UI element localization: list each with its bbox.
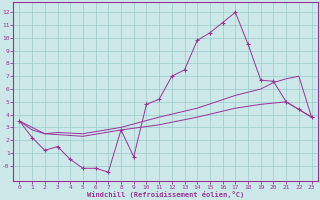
X-axis label: Windchill (Refroidissement éolien,°C): Windchill (Refroidissement éolien,°C) xyxy=(87,191,244,198)
